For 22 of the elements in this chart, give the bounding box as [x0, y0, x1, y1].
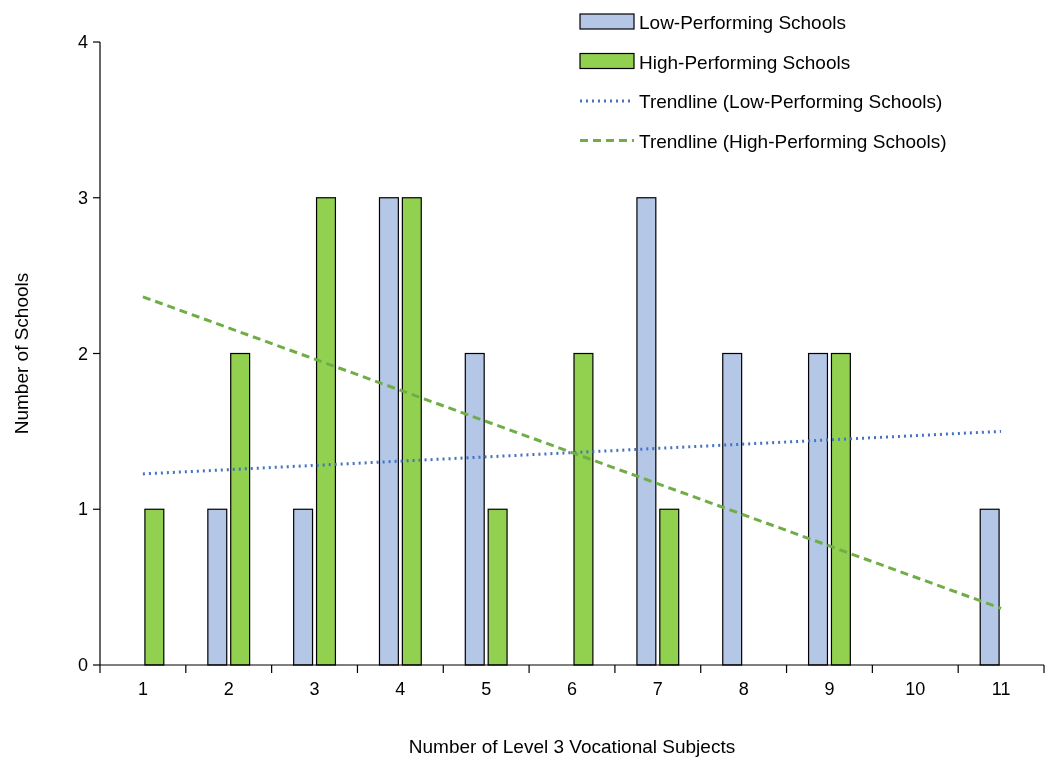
y-tick-label: 2: [77, 343, 88, 364]
x-tick-label: 9: [824, 679, 835, 699]
x-tick-label: 8: [738, 679, 749, 699]
x-tick-label: 6: [566, 679, 578, 699]
y-tick-label: 3: [77, 187, 88, 208]
x-tick-label: 3: [309, 679, 320, 699]
x-tick-label: 11: [991, 679, 1011, 699]
x-tick-label: 4: [395, 679, 406, 699]
x-tick-label: 2: [223, 679, 234, 699]
legend-label: High-Performing Schools: [639, 51, 851, 73]
legend-label: Trendline (High-Performing Schools): [639, 130, 947, 152]
y-tick-label: 0: [77, 655, 88, 675]
x-tick-label: 7: [652, 679, 663, 699]
x-tick-label: 5: [481, 679, 492, 699]
x-axis-title: Number of Level 3 Vocational Subjects: [408, 736, 736, 757]
legend-label: Trendline (Low-Performing Schools): [639, 91, 943, 112]
y-tick-label: 1: [77, 499, 88, 520]
legend-label: Low-Performing Schools: [639, 12, 846, 33]
x-tick-label: 1: [137, 679, 148, 699]
y-tick-label: 4: [77, 32, 88, 52]
y-axis-title: Number of Schools: [11, 272, 32, 435]
x-tick-label: 10: [905, 679, 926, 699]
